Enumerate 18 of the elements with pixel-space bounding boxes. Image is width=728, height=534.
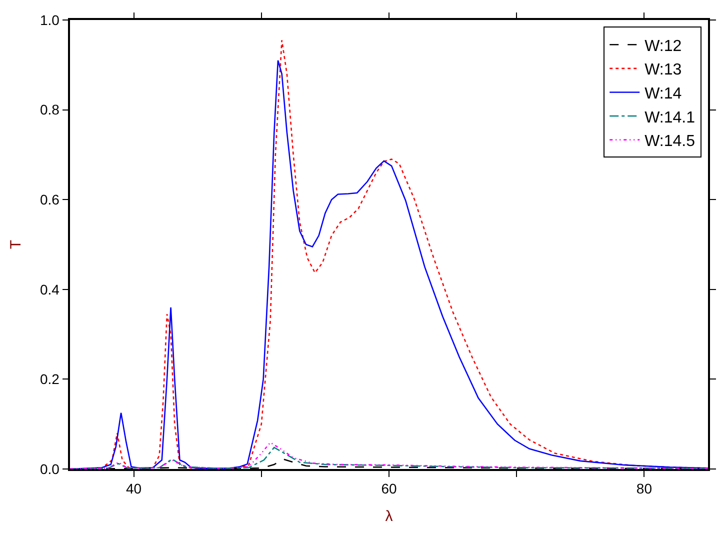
line-series: [70, 446, 708, 469]
legend-label: W:12: [644, 38, 682, 55]
y-axis-title: T: [8, 240, 25, 250]
x-tick-label: 80: [636, 480, 652, 497]
y-tick-label: 0.8: [40, 102, 60, 118]
x-axis-title: λ: [385, 508, 394, 526]
legend-label: W:14.1: [644, 109, 696, 126]
legend-label: W:14.5: [644, 133, 696, 150]
line-series: [70, 442, 708, 469]
x-tick-label: 40: [126, 480, 142, 497]
y-tick-label: 0.0: [40, 460, 60, 477]
y-tick-label: 0.6: [40, 192, 60, 208]
y-tick-label: 0.2: [40, 371, 60, 388]
y-tick-label: 0.4: [40, 281, 60, 298]
legend-label: W:14: [644, 85, 682, 102]
y-tick-label: 1.0: [40, 12, 60, 28]
x-tick-label: 60: [381, 480, 397, 497]
legend-label: W:13: [644, 62, 682, 79]
